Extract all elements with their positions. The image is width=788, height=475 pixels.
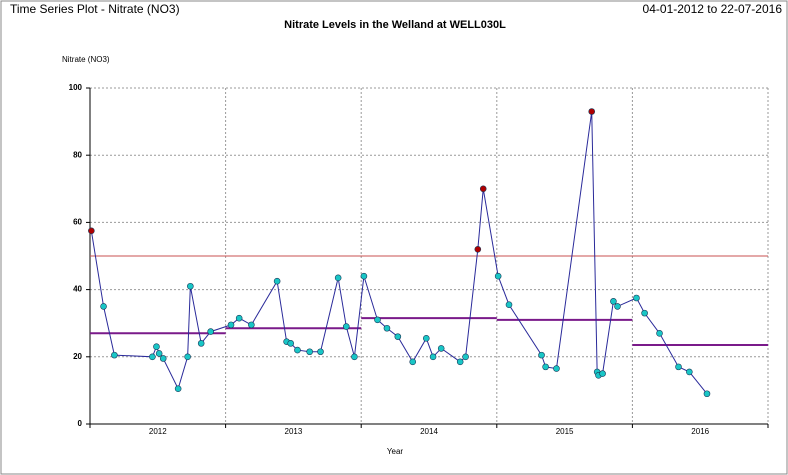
data-point [155,350,163,357]
y-tick-label: 20 [73,352,82,361]
data-point [409,358,417,366]
data-point [553,365,560,372]
data-point [538,351,545,359]
data-point [287,340,294,347]
data-point [187,282,194,290]
data-point [479,185,487,193]
data-point [456,358,464,366]
data-point [614,303,621,310]
data-point [462,353,469,361]
data-point [235,314,243,322]
chart-title: Nitrate Levels in the Welland at WELL030… [284,19,506,31]
data-point [149,353,156,361]
data-point [207,328,214,335]
data-point [342,323,350,330]
header-title: Time Series Plot - Nitrate (NO3) [10,2,180,16]
data-point [588,108,596,115]
y-tick-label: 80 [73,150,82,159]
data-point [542,363,549,371]
data-point [374,316,381,324]
data-point [184,353,191,361]
data-point [422,335,430,342]
data-point [394,333,402,340]
data-point [273,277,281,285]
data-point [100,303,107,310]
x-tick-label: 2015 [556,427,574,436]
data-point [174,385,182,393]
data-point [656,329,663,337]
data-point [641,309,648,317]
data-point [686,368,693,376]
data-point [317,348,324,356]
data-point [351,353,358,361]
data-point [494,272,502,280]
data-point [111,351,118,359]
data-point [383,324,391,332]
data-point [505,301,513,309]
data-point [360,272,368,280]
y-tick-label: 60 [73,218,82,227]
data-point [703,390,711,398]
data-point [248,321,255,329]
data-point [429,353,437,361]
y-tick-label: 100 [69,83,83,92]
x-tick-label: 2016 [691,427,709,436]
header-date-range: 04-01-2012 to 22-07-2016 [643,2,783,16]
x-tick-label: 2012 [149,427,167,436]
data-point [306,348,313,356]
data-point [227,321,235,329]
data-point [474,245,482,253]
data-point [599,370,606,377]
x-tick-label: 2013 [285,427,303,436]
x-axis-label: Year [387,447,404,456]
data-point [197,340,205,347]
data-point [159,355,167,362]
data-point [675,363,682,371]
data-point [294,346,301,354]
x-tick-label: 2014 [420,427,438,436]
data-point [437,345,445,352]
data-point [88,227,95,235]
data-point [610,298,617,305]
y-tick-label: 0 [78,419,83,428]
data-point [633,294,640,302]
data-point [334,274,342,282]
y-axis-label: Nitrate (NO3) [62,55,110,64]
data-point [153,343,160,351]
y-tick-label: 40 [73,285,82,294]
